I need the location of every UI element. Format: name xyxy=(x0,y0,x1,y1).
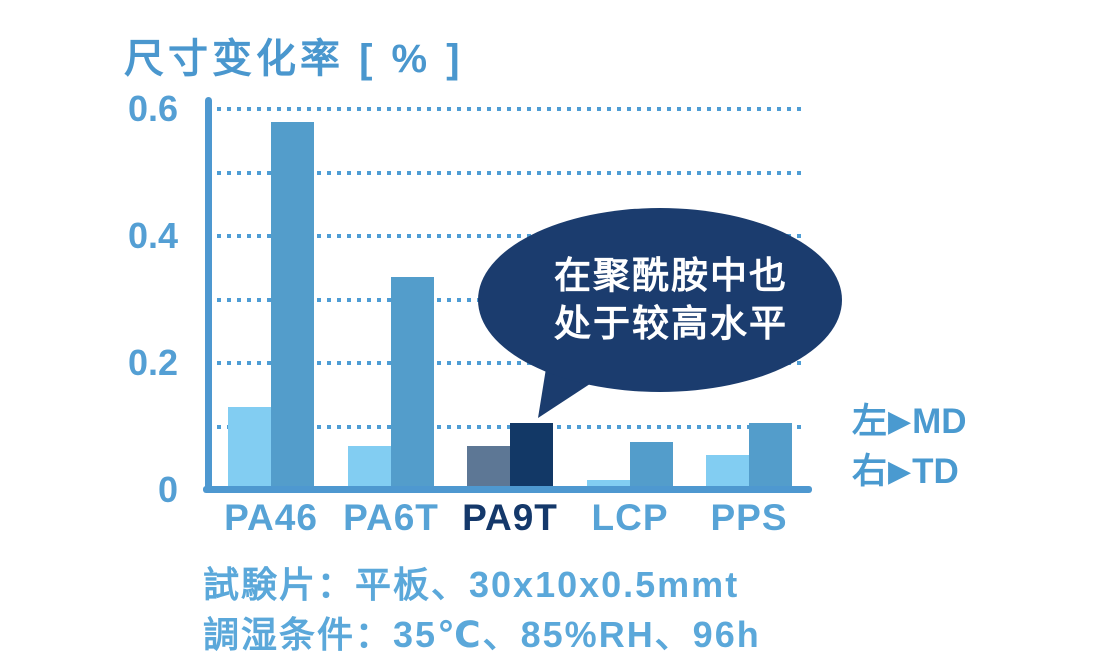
triangle-right-icon: ▶ xyxy=(888,405,912,438)
bar-pa9t-md xyxy=(467,446,510,490)
legend-td-prefix: 右 xyxy=(852,452,888,491)
y-axis-line xyxy=(205,97,212,490)
speech-bubble: 在聚酰胺中也 处于较高水平 xyxy=(478,208,842,392)
legend-md-prefix: 左 xyxy=(852,402,888,441)
bar-pa6t-td xyxy=(391,277,434,490)
chart-title: 尺寸变化率 [ % ] xyxy=(124,37,464,81)
x-label-pa9t: PA9T xyxy=(462,497,558,538)
x-label-lcp: LCP xyxy=(591,497,669,538)
triangle-right-icon: ▶ xyxy=(888,455,912,488)
legend: 左 ▶ MD 右 ▶ TD xyxy=(852,400,967,494)
y-tick-0.6: 0.6 xyxy=(127,88,178,129)
bar-pa46-td xyxy=(271,122,314,490)
x-label-pa6t: PA6T xyxy=(343,497,439,538)
bubble-text-line2: 处于较高水平 xyxy=(554,303,788,344)
bubble-text-line1: 在聚酰胺中也 xyxy=(554,255,788,296)
bar-pa9t-td xyxy=(510,423,553,490)
bar-pa46-md xyxy=(228,407,271,490)
bar-pps-td xyxy=(749,423,792,490)
x-axis-line xyxy=(203,486,812,493)
legend-md-label: MD xyxy=(912,402,967,441)
x-label-pa46: PA46 xyxy=(224,497,318,538)
legend-td-label: TD xyxy=(912,452,959,491)
gridline-0.2 xyxy=(217,361,806,365)
gridline-0.4 xyxy=(217,234,806,238)
legend-item-td: 右 ▶ TD xyxy=(852,450,967,494)
footnote-specimen: 試験片：平板、30x10x0.5mmt xyxy=(203,564,740,605)
legend-item-md: 左 ▶ MD xyxy=(852,400,967,444)
bar-pa6t-md xyxy=(348,446,391,490)
bar-lcp-td xyxy=(630,442,673,490)
y-tick-0: 0 xyxy=(157,469,178,510)
gridline-0.5 xyxy=(217,170,806,175)
y-tick-0.4: 0.4 xyxy=(127,215,178,256)
bar-lcp-md xyxy=(587,480,630,490)
gridline-0.6 xyxy=(217,107,806,111)
x-label-pps: PPS xyxy=(710,497,788,538)
y-tick-0.2: 0.2 xyxy=(127,342,178,383)
bar-pps-md xyxy=(706,455,749,490)
footnote-conditions: 調湿条件：35℃、85%RH、96h xyxy=(203,614,761,655)
